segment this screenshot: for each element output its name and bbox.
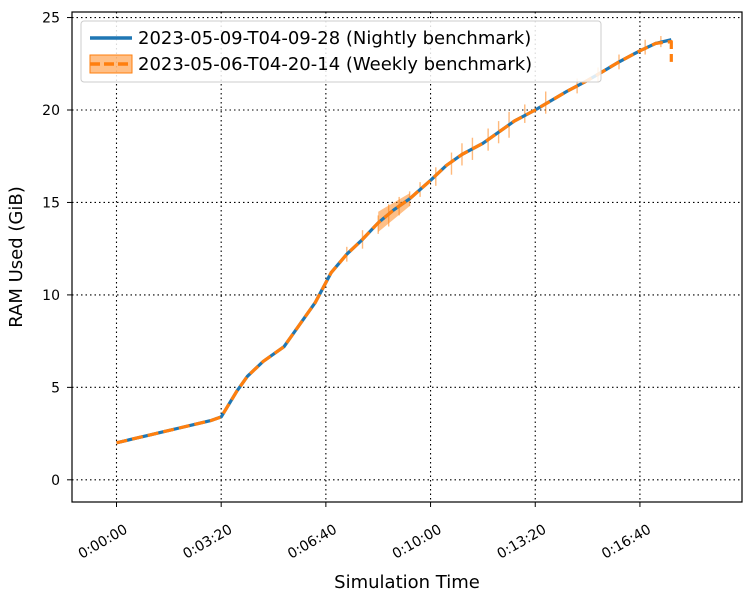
weekly-series-band	[378, 193, 410, 233]
plot-area	[116, 36, 673, 445]
y-tick-label: 10	[42, 288, 60, 304]
x-tick-label: 0:16:40	[599, 522, 654, 563]
nightly-series-line	[116, 38, 672, 445]
grid	[72, 12, 742, 502]
x-tick-label: 0:10:00	[390, 522, 445, 563]
y-tick-label: 20	[42, 103, 60, 119]
x-axis-label: Simulation Time	[334, 572, 480, 593]
y-axis: 0 5 10 15 20 25	[42, 11, 72, 489]
axes-frame	[71, 11, 743, 503]
x-axis: 0:00:00 0:03:20 0:06:40 0:10:00 0:13:20 0:16:…	[76, 502, 654, 562]
y-tick-label: 15	[42, 195, 60, 211]
legend: 2023-05-09-T04-09-28 (Nightly benchmark)…	[80, 20, 602, 83]
x-tick-label: 0:00:00	[76, 522, 131, 563]
weekly-series-line	[116, 40, 673, 445]
legend-frame	[80, 20, 602, 83]
y-axis-label: RAM Used (GiB)	[6, 186, 27, 327]
y-tick-label: 25	[42, 11, 60, 27]
legend-label-nightly: 2023-05-09-T04-09-28 (Nightly benchmark)	[138, 28, 531, 49]
x-tick-label: 0:03:20	[180, 522, 235, 563]
x-tick-label: 0:13:20	[494, 522, 549, 563]
y-tick-label: 0	[51, 473, 60, 489]
legend-label-weekly: 2023-05-06-T04-20-14 (Weekly benchmark)	[138, 54, 532, 75]
x-tick-label: 0:06:40	[285, 522, 340, 563]
y-tick-label: 5	[51, 380, 60, 396]
